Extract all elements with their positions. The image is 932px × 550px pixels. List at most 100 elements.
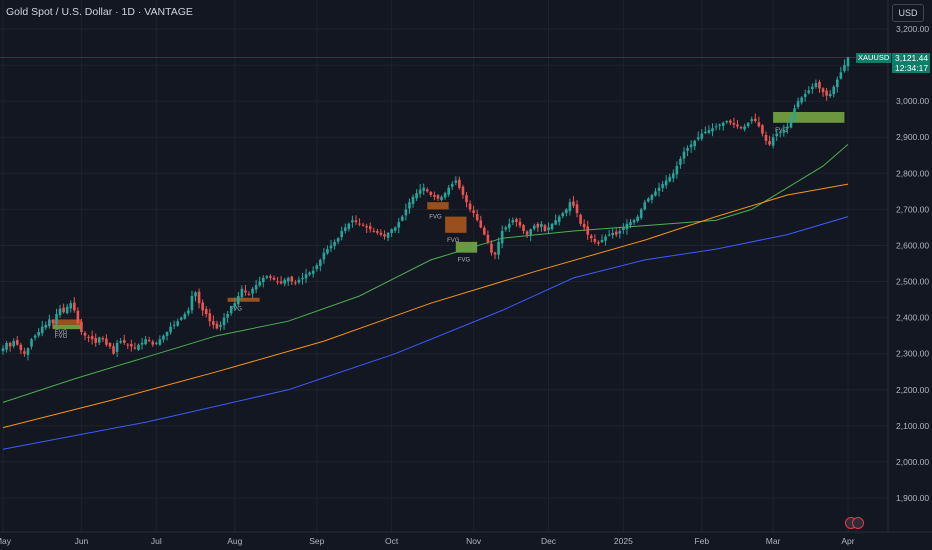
candle-body <box>386 232 390 238</box>
candle-body <box>775 133 778 137</box>
candle-body <box>782 130 786 133</box>
indicator-icon-2[interactable] <box>852 517 864 529</box>
candle-body <box>828 93 832 97</box>
candle-body <box>315 265 319 270</box>
candle-body <box>561 212 565 217</box>
candle-body <box>843 65 846 72</box>
candle-body <box>589 235 593 239</box>
y-tick-label: 2,800.00 <box>896 168 929 178</box>
candle-body <box>333 241 336 247</box>
candle-body <box>122 340 126 343</box>
x-tick-label: Apr <box>841 536 854 546</box>
candle-body <box>554 220 557 225</box>
x-tick-label: Jun <box>75 536 89 546</box>
candle-body <box>661 184 664 189</box>
candle-body <box>597 242 600 244</box>
candle-body <box>65 306 69 314</box>
candle-body <box>686 148 689 151</box>
candle-body <box>472 210 475 213</box>
candle-body <box>258 281 262 286</box>
candle-body <box>611 232 614 236</box>
candle-body <box>108 343 112 347</box>
candle-body <box>336 238 340 242</box>
candles <box>1 56 850 361</box>
candle-body <box>479 220 483 228</box>
candle-body <box>215 323 219 329</box>
fvg-label: FVG <box>447 238 460 244</box>
candle-body <box>522 225 525 232</box>
candle-body <box>440 196 443 201</box>
candle-body <box>500 231 504 244</box>
candle-body <box>650 194 654 200</box>
candle-body <box>540 223 543 227</box>
candle-body <box>158 339 162 345</box>
candle-body <box>846 57 850 67</box>
candle-body <box>550 223 554 230</box>
candle-body <box>294 282 297 284</box>
symbol-badge: XAUUSD <box>856 53 892 63</box>
candle-body <box>326 249 329 254</box>
candle-body <box>607 234 611 236</box>
candle-body <box>33 335 37 338</box>
candle-body <box>693 140 696 147</box>
candle-body <box>5 342 8 350</box>
candle-body <box>753 118 757 121</box>
y-tick-label: 2,100.00 <box>896 421 929 431</box>
candle-body <box>322 252 326 260</box>
candle-body <box>757 122 761 127</box>
candle-body <box>704 131 707 134</box>
candle-body <box>147 340 151 342</box>
candle-body <box>582 223 586 228</box>
candle-body <box>461 186 465 195</box>
ma-fast-line <box>2 144 849 403</box>
candle-body <box>814 83 818 88</box>
candle-body <box>155 342 158 344</box>
candle-body <box>725 120 729 123</box>
candle-body <box>507 223 511 228</box>
candle-body <box>746 122 750 127</box>
candle-body <box>700 133 704 139</box>
candle-body <box>73 302 76 311</box>
candle-body <box>97 337 101 343</box>
fvg-label: FVG <box>55 330 68 336</box>
price-axis-bg <box>888 0 932 550</box>
candle-body <box>401 216 404 221</box>
candle-body <box>818 81 821 89</box>
candle-body <box>436 195 440 199</box>
candle-body <box>183 314 187 319</box>
candle-body <box>807 90 811 94</box>
candle-body <box>151 341 155 345</box>
candle-body <box>137 344 140 350</box>
candle-body <box>664 180 668 186</box>
candle-body <box>429 191 433 195</box>
candle-body <box>265 276 269 278</box>
candle-body <box>839 72 843 79</box>
x-tick-label: Feb <box>694 536 709 546</box>
currency-button[interactable]: USD <box>892 4 924 22</box>
candle-body <box>490 243 493 253</box>
candle-body <box>179 317 183 320</box>
candle-body <box>689 144 693 148</box>
fvg-zone-bearish <box>445 216 467 233</box>
candle-body <box>557 216 561 222</box>
candle-body <box>126 344 130 346</box>
candle-body <box>112 346 115 354</box>
candle-body <box>632 220 636 223</box>
candle-body <box>639 209 643 218</box>
candle-body <box>575 204 579 213</box>
candle-body <box>743 126 746 130</box>
candle-body <box>579 214 582 224</box>
candle-body <box>140 342 144 345</box>
candle-body <box>529 229 532 236</box>
x-tick-label: Sep <box>309 536 324 546</box>
candle-body <box>707 130 711 133</box>
candle-body <box>675 166 679 175</box>
candle-body <box>162 335 165 340</box>
candle-body <box>415 193 418 199</box>
candle-body <box>411 196 415 204</box>
candle-body <box>222 317 226 326</box>
candle-body <box>1 348 5 352</box>
candle-body <box>682 151 686 159</box>
